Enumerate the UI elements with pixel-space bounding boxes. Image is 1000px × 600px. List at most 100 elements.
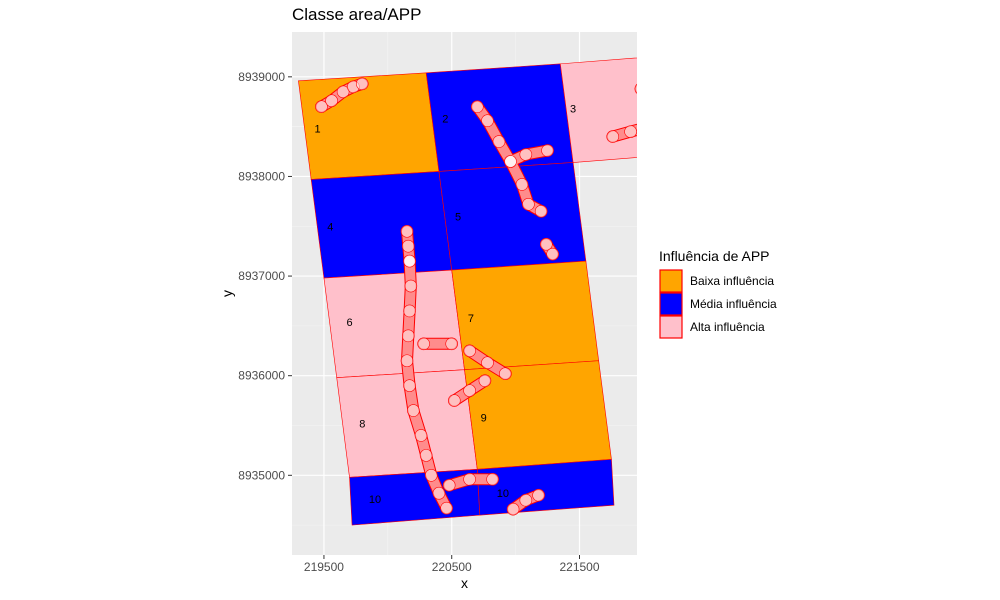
legend-label: Alta influência	[690, 320, 765, 334]
app-buffer-node	[403, 379, 416, 392]
y-tick-label: 8938000	[238, 169, 285, 183]
app-buffer-node	[463, 472, 476, 486]
legend-key	[659, 292, 683, 316]
app-buffer-node	[463, 384, 476, 397]
app-buffer-node	[539, 237, 553, 251]
app-buffers	[315, 77, 694, 516]
app-buffer-node	[645, 96, 657, 108]
y-tick-label: 8936000	[238, 369, 285, 383]
y-tick-label: 8939000	[238, 70, 285, 84]
app-buffer	[635, 85, 637, 93]
app-buffer-node	[663, 115, 675, 127]
x-tick-label: 219500	[304, 560, 344, 574]
zone-label-4: 4	[327, 221, 333, 233]
y-tick-label: 8937000	[238, 269, 285, 283]
app-buffer	[505, 145, 553, 167]
app-buffer-node	[481, 114, 494, 127]
zone-label-5: 5	[455, 211, 461, 223]
y-tick-label: 8935000	[238, 468, 285, 482]
zone-label-8: 8	[359, 419, 365, 431]
app-buffer-node	[666, 125, 678, 137]
app-buffer-node	[478, 374, 492, 387]
app-buffer-node	[515, 178, 529, 191]
app-buffer-node	[401, 329, 415, 343]
legend-title: Influência de APP	[659, 248, 770, 264]
app-buffer-node	[401, 239, 415, 253]
chart-title: Classe area/APP	[292, 5, 421, 24]
app-buffer-node	[470, 100, 484, 114]
y-axis: 8935000 8936000 8937000 8938000 8939000	[238, 70, 292, 482]
app-buffer	[464, 345, 511, 379]
app-buffer-node	[355, 77, 369, 91]
app-buffer-node	[606, 130, 620, 143]
app-buffer-node	[541, 144, 554, 157]
app-buffer-node	[447, 394, 461, 407]
legend-key	[659, 269, 683, 293]
app-buffer-node	[634, 83, 637, 94]
app-buffer-node	[315, 100, 328, 114]
app-buffer-node	[504, 155, 517, 168]
app-buffer-node	[624, 125, 637, 138]
zone-labels: 1 2 3 4 5 6 7 8 9 10 10	[314, 104, 576, 507]
zone-label-10: 10	[497, 488, 509, 500]
app-buffer-node	[424, 469, 438, 482]
app-buffer-node	[682, 133, 694, 145]
zone-cell-3	[559, 57, 637, 163]
app-buffer-node	[506, 502, 520, 516]
legend-label: Média influência	[690, 297, 777, 311]
app-buffer-node	[442, 478, 456, 492]
zone-cell-6	[323, 269, 465, 378]
app-buffer-node	[486, 472, 499, 486]
app-buffer-node	[400, 354, 414, 368]
legend-label: Baixa influência	[690, 274, 774, 288]
app-buffer-node	[492, 135, 506, 148]
zone-label-10: 10	[369, 494, 381, 506]
app-buffer-node	[407, 404, 420, 417]
app-buffer-node	[644, 121, 656, 133]
zone-cell-10	[476, 459, 615, 516]
app-buffer-node	[419, 449, 433, 462]
zone-cells	[298, 57, 637, 526]
app-buffer-node	[519, 148, 533, 161]
app-buffer	[444, 474, 498, 491]
app-buffer-node	[403, 304, 416, 318]
zone-label-2: 2	[442, 114, 448, 126]
app-buffer	[402, 256, 452, 514]
app-buffer-node	[546, 247, 559, 261]
app-buffer-node	[532, 488, 545, 502]
app-buffer-node	[445, 337, 459, 351]
app-buffer-node	[414, 429, 428, 442]
x-axis: 219500 220500 221500	[304, 555, 600, 574]
zone-label-9: 9	[481, 413, 487, 425]
x-axis-title: x	[461, 575, 468, 591]
app-buffer-node	[463, 344, 476, 358]
zone-label-1: 1	[314, 124, 320, 136]
app-buffer-node	[682, 109, 694, 121]
legend-key	[659, 315, 683, 339]
app-buffer-node	[404, 279, 418, 293]
app-buffer-node	[400, 224, 414, 238]
app-buffer	[316, 78, 368, 112]
app-buffer-node	[499, 367, 512, 380]
legend: Influência de APP Baixa influência Média …	[659, 248, 777, 339]
x-tick-label: 221500	[559, 560, 599, 574]
app-buffer	[508, 490, 544, 515]
app-buffer-node	[417, 337, 430, 351]
app-buffer-node	[519, 493, 533, 507]
app-buffer-node	[325, 94, 338, 108]
app-buffer-node	[534, 205, 548, 218]
zone-label-3: 3	[570, 104, 576, 116]
app-buffer-outline	[634, 84, 637, 94]
y-axis-title: y	[219, 290, 235, 297]
app-buffer-node	[403, 254, 416, 268]
zone-label-6: 6	[346, 317, 352, 329]
app-buffer-node	[522, 198, 535, 211]
x-tick-label: 220500	[432, 560, 472, 574]
app-buffer-node	[655, 111, 667, 123]
app-buffer-node	[481, 356, 494, 370]
zone-label-7: 7	[468, 313, 474, 325]
app-buffer-node	[432, 486, 446, 500]
app-buffer-node	[440, 501, 453, 515]
app-buffer-node	[336, 85, 350, 99]
